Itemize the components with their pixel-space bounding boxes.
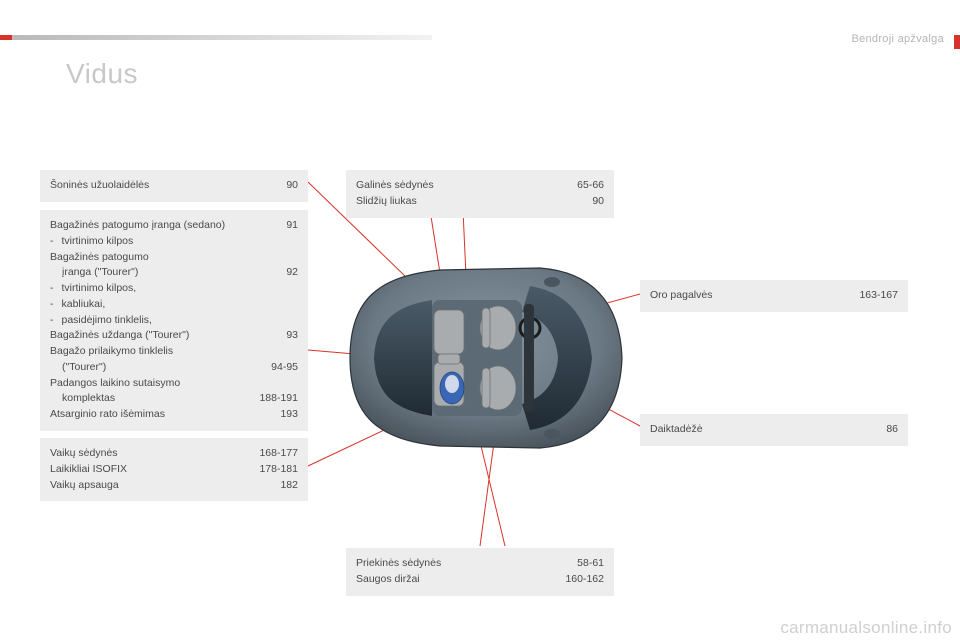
box-side-curtain: Šoninės užuolaidėlės 90: [40, 170, 308, 202]
label: Saugos diržai: [356, 572, 557, 588]
page-ref: 58-61: [569, 556, 604, 572]
label: Bagažinės patogumo įranga (sedano): [50, 218, 278, 234]
label-cont: įranga ("Tourer"): [50, 265, 278, 281]
sub-item: tvirtinimo kilpos,: [50, 281, 298, 297]
accent-bar-left: [0, 35, 12, 40]
page-ref: 86: [878, 422, 898, 438]
page-ref: 163-167: [851, 288, 898, 304]
label: Bagažinės patogumo: [50, 250, 290, 266]
page-ref: 94-95: [263, 360, 298, 376]
page-ref: 92: [278, 265, 298, 281]
label: Laikikliai ISOFIX: [50, 462, 251, 478]
label: Daiktadėžė: [650, 422, 878, 438]
page-ref: 193: [272, 407, 298, 423]
breadcrumb: Bendroji apžvalga: [851, 33, 944, 45]
label: Oro pagalvės: [650, 288, 851, 304]
label: Padangos laikino sutaisymo: [50, 376, 290, 392]
page-ref: 168-177: [251, 446, 298, 462]
box-rear-seats: Galinės sėdynės65-66 Slidžių liukas90: [346, 170, 614, 218]
page-ref: 93: [278, 328, 298, 344]
label: Bagažo prilaikymo tinklelis: [50, 344, 290, 360]
page-ref: 90: [584, 194, 604, 210]
box-luggage: Bagažinės patogumo įranga (sedano)91 tvi…: [40, 210, 308, 431]
page-ref: 91: [278, 218, 298, 234]
label-cont: komplektas: [50, 391, 251, 407]
box-glovebox: Daiktadėžė86: [640, 414, 908, 446]
label-cont: ("Tourer"): [50, 360, 263, 376]
label: Slidžių liukas: [356, 194, 584, 210]
box-airbags: Oro pagalvės163-167: [640, 280, 908, 312]
sub-item: kabliukai,: [50, 297, 298, 313]
page-ref: 188-191: [251, 391, 298, 407]
page-ref: 65-66: [569, 178, 604, 194]
label: Vaikų sėdynės: [50, 446, 251, 462]
label: Vaikų apsauga: [50, 478, 272, 494]
box-child-seats: Vaikų sėdynės168-177 Laikikliai ISOFIX17…: [40, 438, 308, 501]
sub-item: tvirtinimo kilpos: [50, 234, 298, 250]
box-front-seats: Priekinės sėdynės58-61 Saugos diržai160-…: [346, 548, 614, 596]
page-ref: 182: [272, 478, 298, 494]
page-ref: 160-162: [557, 572, 604, 588]
row-side-curtain: Šoninės užuolaidėlės 90: [50, 178, 298, 194]
label: Atsarginio rato išėmimas: [50, 407, 272, 423]
page-title: Vidus: [66, 58, 138, 90]
label: Priekinės sėdynės: [356, 556, 569, 572]
sub-item: pasidėjimo tinklelis,: [50, 313, 298, 329]
label: Galinės sėdynės: [356, 178, 569, 194]
label: Šoninės užuolaidėlės: [50, 178, 278, 194]
watermark-footer: carmanualsonline.info: [780, 618, 952, 638]
page-ref: 90: [278, 178, 298, 194]
header-gradient-bar: [12, 35, 432, 40]
label: Bagažinės uždanga ("Tourer"): [50, 328, 278, 344]
car-top-view-diagram: [320, 238, 640, 478]
page-ref: 178-181: [251, 462, 298, 478]
accent-bar-right: [954, 35, 960, 49]
